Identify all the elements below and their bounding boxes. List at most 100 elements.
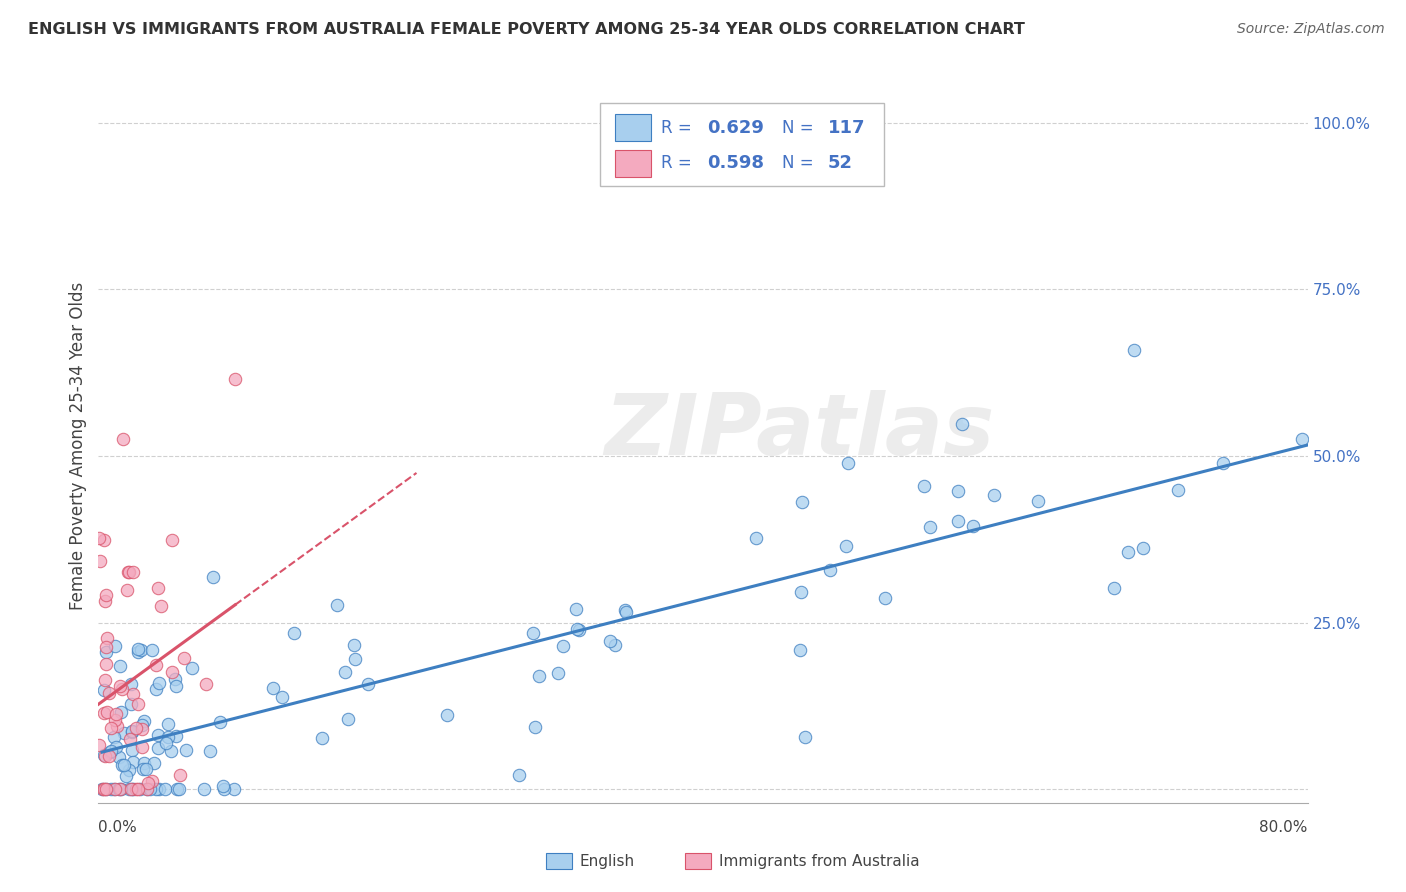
English bbox=[166, 782, 188, 797]
English bbox=[121, 782, 143, 797]
Immigrants from Australia bbox=[89, 554, 111, 568]
English bbox=[112, 726, 135, 740]
English bbox=[568, 623, 591, 637]
Text: 117: 117 bbox=[828, 119, 865, 136]
Immigrants from Australia bbox=[96, 640, 118, 655]
Immigrants from Australia bbox=[162, 665, 184, 679]
English bbox=[91, 782, 114, 797]
English bbox=[335, 665, 357, 679]
English bbox=[789, 642, 811, 657]
Text: R =: R = bbox=[661, 119, 697, 136]
Immigrants from Australia bbox=[91, 782, 114, 797]
Immigrants from Australia bbox=[104, 706, 127, 721]
English bbox=[792, 494, 814, 508]
English bbox=[120, 677, 142, 691]
English bbox=[1212, 456, 1234, 470]
English bbox=[1116, 545, 1139, 559]
English bbox=[614, 603, 637, 617]
English bbox=[155, 736, 177, 750]
Immigrants from Australia bbox=[117, 583, 139, 598]
English bbox=[114, 769, 136, 783]
English bbox=[121, 724, 143, 739]
Immigrants from Australia bbox=[98, 686, 121, 700]
Text: English: English bbox=[579, 854, 634, 869]
Immigrants from Australia bbox=[87, 531, 110, 545]
English bbox=[1028, 494, 1050, 508]
English bbox=[108, 782, 131, 797]
English bbox=[103, 782, 125, 797]
English bbox=[962, 519, 984, 533]
English bbox=[145, 782, 167, 797]
Immigrants from Australia bbox=[125, 721, 148, 735]
English bbox=[139, 782, 162, 797]
English bbox=[527, 669, 550, 683]
Text: 0.629: 0.629 bbox=[707, 119, 763, 136]
English bbox=[1122, 343, 1144, 357]
Immigrants from Australia bbox=[141, 773, 163, 788]
English bbox=[165, 730, 187, 744]
English bbox=[1167, 483, 1189, 497]
Immigrants from Australia bbox=[93, 782, 115, 797]
English bbox=[983, 488, 1005, 502]
English bbox=[326, 598, 349, 612]
English bbox=[547, 666, 569, 681]
Immigrants from Australia bbox=[96, 631, 118, 645]
English bbox=[262, 681, 284, 695]
Immigrants from Australia bbox=[105, 719, 128, 733]
English bbox=[128, 782, 150, 797]
Immigrants from Australia bbox=[94, 782, 117, 797]
English bbox=[120, 697, 142, 711]
English bbox=[121, 782, 143, 797]
English bbox=[112, 757, 135, 772]
English bbox=[127, 641, 149, 656]
FancyBboxPatch shape bbox=[600, 103, 884, 186]
Immigrants from Australia bbox=[93, 533, 115, 547]
English bbox=[165, 679, 187, 693]
English bbox=[104, 640, 127, 654]
Immigrants from Australia bbox=[104, 714, 127, 728]
Immigrants from Australia bbox=[93, 706, 115, 720]
English bbox=[148, 782, 170, 797]
English bbox=[169, 782, 191, 797]
English bbox=[165, 672, 187, 686]
Immigrants from Australia bbox=[131, 722, 153, 736]
Text: Source: ZipAtlas.com: Source: ZipAtlas.com bbox=[1237, 22, 1385, 37]
English bbox=[110, 658, 132, 673]
English bbox=[209, 714, 232, 729]
English bbox=[948, 515, 970, 529]
English bbox=[508, 767, 530, 781]
Immigrants from Australia bbox=[118, 566, 141, 580]
English bbox=[131, 718, 153, 732]
English bbox=[107, 749, 129, 764]
Bar bbox=[614, 150, 651, 177]
English bbox=[912, 478, 935, 492]
Y-axis label: Female Poverty Among 25-34 Year Olds: Female Poverty Among 25-34 Year Olds bbox=[69, 282, 87, 610]
English bbox=[117, 782, 139, 797]
Immigrants from Australia bbox=[131, 740, 153, 755]
English bbox=[744, 531, 766, 545]
Text: ENGLISH VS IMMIGRANTS FROM AUSTRALIA FEMALE POVERTY AMONG 25-34 YEAR OLDS CORREL: ENGLISH VS IMMIGRANTS FROM AUSTRALIA FEM… bbox=[28, 22, 1025, 37]
Immigrants from Australia bbox=[195, 677, 218, 691]
Immigrants from Australia bbox=[149, 599, 172, 614]
English bbox=[110, 705, 132, 719]
English bbox=[143, 756, 166, 770]
English bbox=[122, 755, 145, 769]
Immigrants from Australia bbox=[127, 697, 149, 711]
English bbox=[135, 763, 157, 777]
English bbox=[599, 633, 621, 648]
English bbox=[98, 746, 121, 760]
English bbox=[148, 675, 170, 690]
English bbox=[1102, 581, 1125, 595]
English bbox=[193, 782, 215, 797]
Immigrants from Australia bbox=[104, 782, 127, 797]
English bbox=[214, 782, 236, 797]
Immigrants from Australia bbox=[173, 651, 195, 665]
English bbox=[100, 782, 122, 797]
English bbox=[357, 677, 380, 691]
Text: N =: N = bbox=[782, 119, 818, 136]
English bbox=[564, 602, 586, 616]
Immigrants from Australia bbox=[148, 582, 170, 596]
English bbox=[222, 782, 245, 797]
English bbox=[794, 731, 817, 745]
English bbox=[818, 563, 841, 577]
